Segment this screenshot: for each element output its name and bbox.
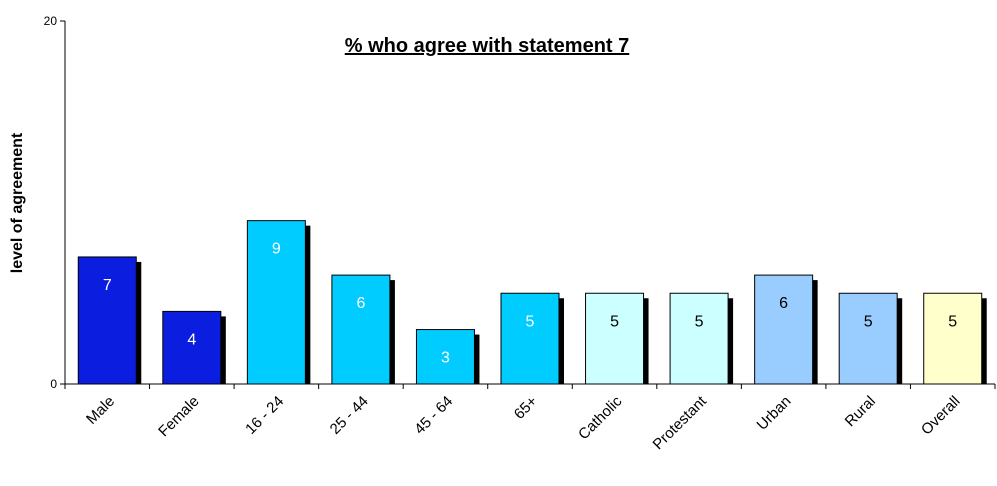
- bar-value-label: 5: [864, 313, 873, 330]
- y-axis-label: level of agreement: [9, 132, 26, 273]
- bar-value-label: 5: [948, 313, 957, 330]
- y-tick-label: 20: [44, 14, 58, 28]
- bar: [838, 292, 898, 385]
- x-tick-label: Female: [155, 393, 202, 440]
- bar: [585, 292, 645, 385]
- bar: [246, 220, 306, 385]
- bar: [331, 274, 391, 385]
- bar: [754, 274, 814, 385]
- x-tick-label: Urban: [754, 393, 795, 434]
- bar-value-label: 6: [356, 295, 365, 312]
- bar-value-label: 5: [695, 313, 704, 330]
- bar: [415, 329, 475, 385]
- x-tick-label: Male: [83, 393, 118, 428]
- bar-value-label: 5: [610, 313, 619, 330]
- y-tick-label: 0: [50, 377, 57, 391]
- x-tick-label: Protestant: [650, 392, 711, 453]
- x-tick-label: Overall: [918, 393, 964, 439]
- x-tick-label: 16 - 24: [242, 393, 287, 438]
- bar-value-label: 9: [272, 241, 281, 258]
- bar: [162, 310, 222, 385]
- bar: [77, 256, 137, 385]
- bar-value-label: 5: [526, 313, 535, 330]
- axes: 0 20 Male Female 16 - 24 25 - 44 45 - 64 65+ Cat…: [44, 14, 996, 453]
- bar-value-label: 4: [187, 331, 196, 348]
- bar-value-label: 3: [441, 350, 450, 367]
- x-tick-label: 25 - 44: [327, 393, 372, 438]
- bar-value-label: 6: [779, 295, 788, 312]
- bar: [669, 292, 729, 385]
- bar: [500, 292, 560, 385]
- x-tick-label: Rural: [842, 393, 879, 430]
- bar-value-label: 7: [103, 277, 112, 294]
- x-tick-label: Catholic: [575, 392, 626, 443]
- x-tick-label: 45 - 64: [411, 393, 456, 438]
- x-tick-label: 65+: [511, 393, 541, 423]
- chart-title: % who agree with statement 7: [345, 35, 630, 57]
- bar: [923, 292, 983, 385]
- bars: 7 4 9 6 3 5 5 5 6 5 5: [77, 220, 987, 385]
